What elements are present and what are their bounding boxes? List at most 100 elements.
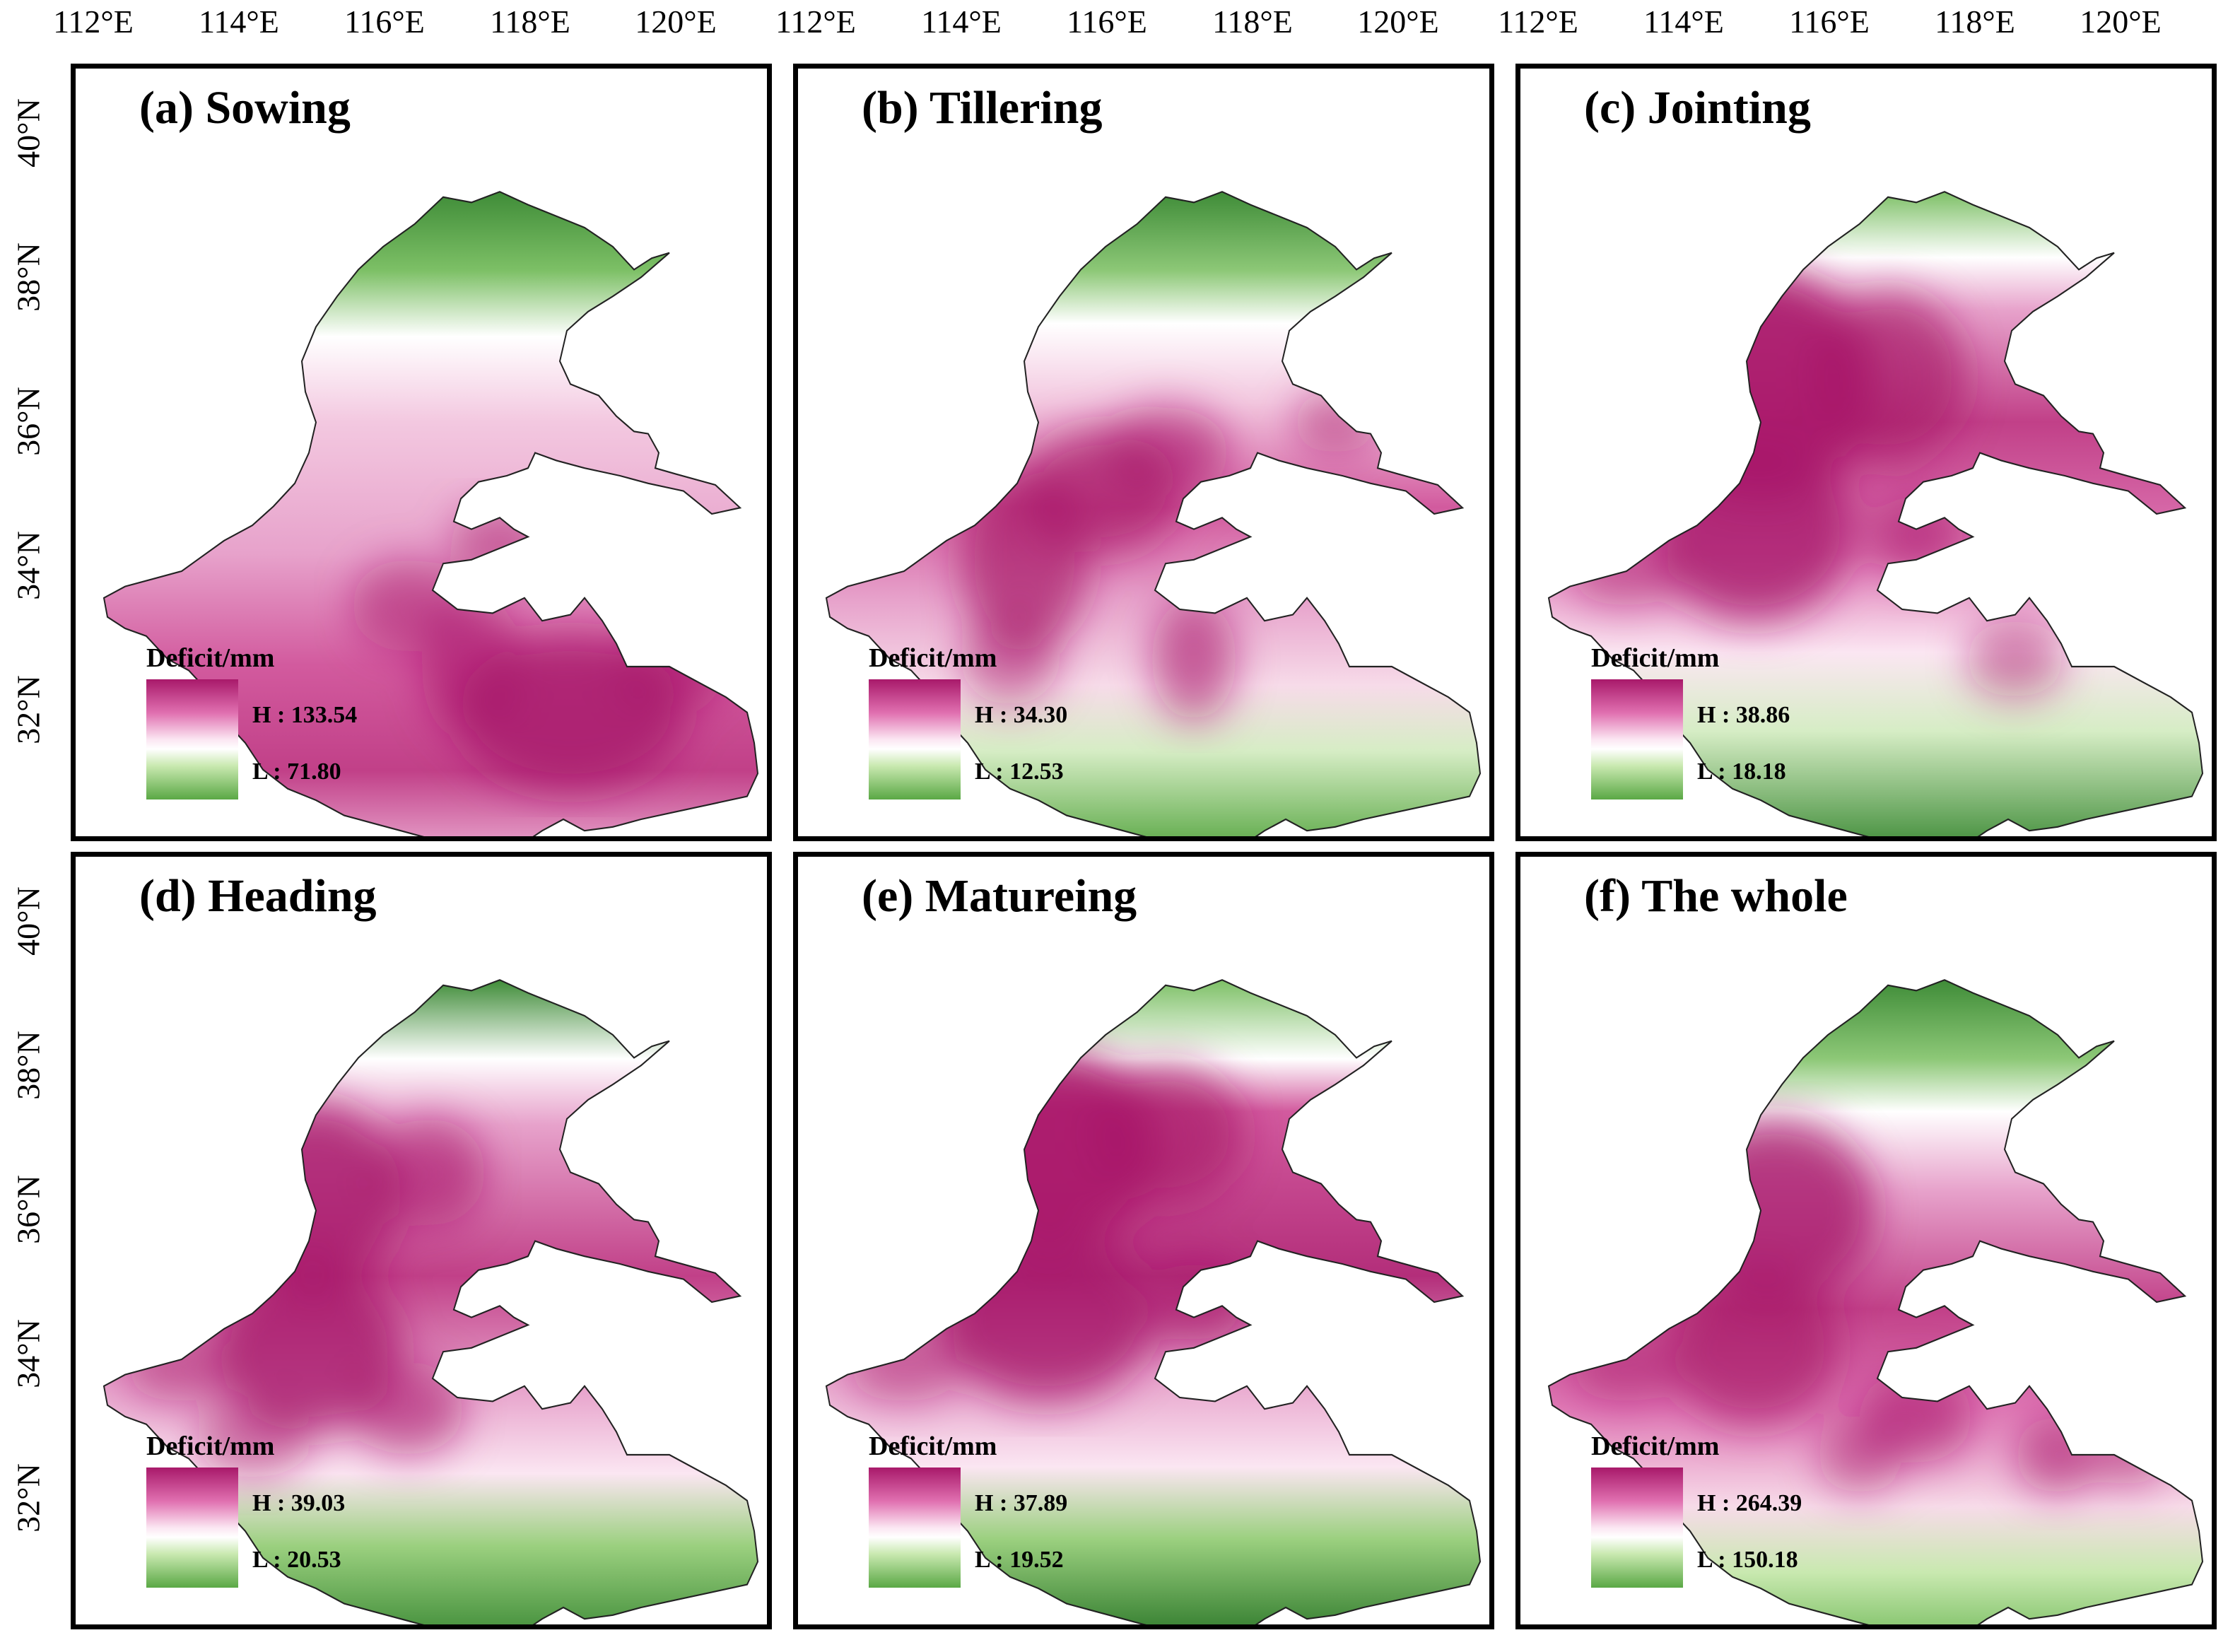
deficit-hotspot [1669, 1271, 1839, 1424]
deficit-map [102, 979, 759, 1624]
panel-title: (f) The whole [1584, 870, 1848, 922]
deficit-hotspot [1867, 498, 1966, 575]
panel-sowing: (a) Sowing Deficit/mm H : 133.54 L : 71.… [71, 64, 772, 841]
legend: Deficit/mm H : 133.54 L : 71.80 [146, 643, 443, 805]
legend-high-value: H : 38.86 [1697, 702, 1790, 728]
longitude-label: 120°E [2080, 4, 2162, 40]
region-boundary [1547, 979, 2204, 1624]
legend: Deficit/mm H : 39.03 L : 20.53 [146, 1431, 443, 1593]
deficit-hotspot [196, 1401, 309, 1478]
legend-high-value: H : 264.39 [1697, 1490, 1802, 1516]
deficit-map [1547, 979, 2204, 1624]
longitude-label: 120°E [635, 4, 717, 40]
legend: Deficit/mm H : 34.30 L : 12.53 [869, 643, 1166, 805]
region-boundary [1547, 191, 2204, 836]
legend-color-ramp [869, 1468, 961, 1588]
deficit-hotspot [1966, 621, 2065, 698]
panel-title: (d) Heading [139, 870, 377, 922]
legend-title: Deficit/mm [869, 1431, 997, 1461]
longitude-label: 114°E [199, 4, 279, 40]
longitude-label: 112°E [53, 4, 134, 40]
legend-title: Deficit/mm [1591, 643, 1720, 673]
legend-low-value: L : 18.18 [1697, 758, 1786, 785]
region-boundary [825, 191, 1482, 836]
deficit-hotspot [217, 1264, 401, 1432]
deficit-map [1547, 191, 2204, 836]
region-boundary [825, 979, 1482, 1624]
deficit-hotspot [373, 1118, 486, 1226]
longitude-label: 118°E [490, 4, 570, 40]
deficit-hotspot [1817, 1417, 1902, 1493]
deficit-hotspot [351, 1363, 464, 1455]
legend-title: Deficit/mm [146, 643, 275, 673]
panel-the-whole: (f) The whole Deficit/mm H : 264.39 L : … [1515, 852, 2217, 1629]
longitude-label: 116°E [1067, 4, 1147, 40]
legend-color-ramp [1591, 1468, 1683, 1588]
panel-title: (e) Matureing [862, 870, 1137, 922]
deficit-hotspot [351, 559, 464, 652]
deficit-hotspot [1102, 406, 1229, 499]
legend-color-ramp [146, 679, 238, 799]
longitude-label: 118°E [1935, 4, 2015, 40]
legend-high-value: H : 133.54 [252, 702, 358, 728]
deficit-map [825, 191, 1482, 836]
region-boundary [102, 191, 759, 836]
longitude-label: 120°E [1357, 4, 1439, 40]
panel-matureing: (e) Matureing Deficit/mm H : 37.89 L : 1… [793, 852, 1494, 1629]
deficit-hotspot [1151, 597, 1236, 720]
latitude-label: 36°N [10, 387, 47, 456]
panel-title: (a) Sowing [139, 82, 351, 134]
legend: Deficit/mm H : 38.86 L : 18.18 [1591, 643, 1888, 805]
legend-high-value: H : 39.03 [252, 1490, 346, 1516]
legend-low-value: L : 71.80 [252, 758, 341, 785]
region-boundary [102, 979, 759, 1624]
deficit-hotspot [961, 613, 1060, 705]
legend-color-ramp [146, 1468, 238, 1588]
latitude-label: 34°N [10, 531, 47, 600]
legend-high-value: H : 37.89 [975, 1490, 1068, 1516]
longitude-label: 112°E [1498, 4, 1578, 40]
latitude-label: 38°N [10, 242, 47, 312]
panel-jointing: (c) Jointing Deficit/mm H : 38.86 L : 18… [1515, 64, 2217, 841]
longitude-label: 114°E [921, 4, 1002, 40]
legend: Deficit/mm H : 37.89 L : 19.52 [869, 1431, 1166, 1593]
longitude-label: 114°E [1643, 4, 1724, 40]
latitude-label: 40°N [10, 886, 47, 956]
panel-title: (b) Tillering [862, 82, 1103, 134]
legend-low-value: L : 19.52 [975, 1547, 1064, 1573]
longitude-label: 112°E [775, 4, 856, 40]
latitude-label: 36°N [10, 1175, 47, 1244]
deficit-hotspot [1293, 392, 1378, 453]
legend-low-value: L : 20.53 [252, 1547, 341, 1573]
deficit-hotspot [1088, 1065, 1243, 1203]
legend-high-value: H : 34.30 [975, 702, 1068, 728]
legend-title: Deficit/mm [1591, 1431, 1720, 1461]
legend-low-value: L : 12.53 [975, 758, 1064, 785]
panel-heading: (d) Heading Deficit/mm H : 39.03 L : 20.… [71, 852, 772, 1629]
latitude-label: 32°N [10, 1463, 47, 1533]
latitude-label: 32°N [10, 675, 47, 744]
latitude-label: 34°N [10, 1319, 47, 1388]
legend-title: Deficit/mm [146, 1431, 275, 1461]
legend: Deficit/mm H : 264.39 L : 150.18 [1591, 1431, 1888, 1593]
panel-tillering: (b) Tillering Deficit/mm H : 34.30 L : 1… [793, 64, 1494, 841]
longitude-label: 116°E [1789, 4, 1870, 40]
panel-title: (c) Jointing [1584, 82, 1811, 134]
deficit-hotspot [1655, 438, 1853, 621]
longitude-label: 118°E [1212, 4, 1293, 40]
legend-color-ramp [1591, 679, 1683, 799]
deficit-hotspot [1810, 292, 1966, 461]
deficit-hotspot [231, 1103, 401, 1287]
latitude-label: 38°N [10, 1031, 47, 1100]
legend-color-ramp [869, 679, 961, 799]
legend-low-value: L : 150.18 [1697, 1547, 1798, 1573]
legend-title: Deficit/mm [869, 643, 997, 673]
latitude-label: 40°N [10, 98, 47, 168]
deficit-hotspot [1570, 544, 1683, 606]
deficit-hotspot [1144, 1264, 1243, 1340]
longitude-label: 116°E [344, 4, 425, 40]
deficit-map [102, 191, 759, 836]
deficit-hotspot [939, 1233, 1151, 1402]
deficit-map [825, 979, 1482, 1624]
